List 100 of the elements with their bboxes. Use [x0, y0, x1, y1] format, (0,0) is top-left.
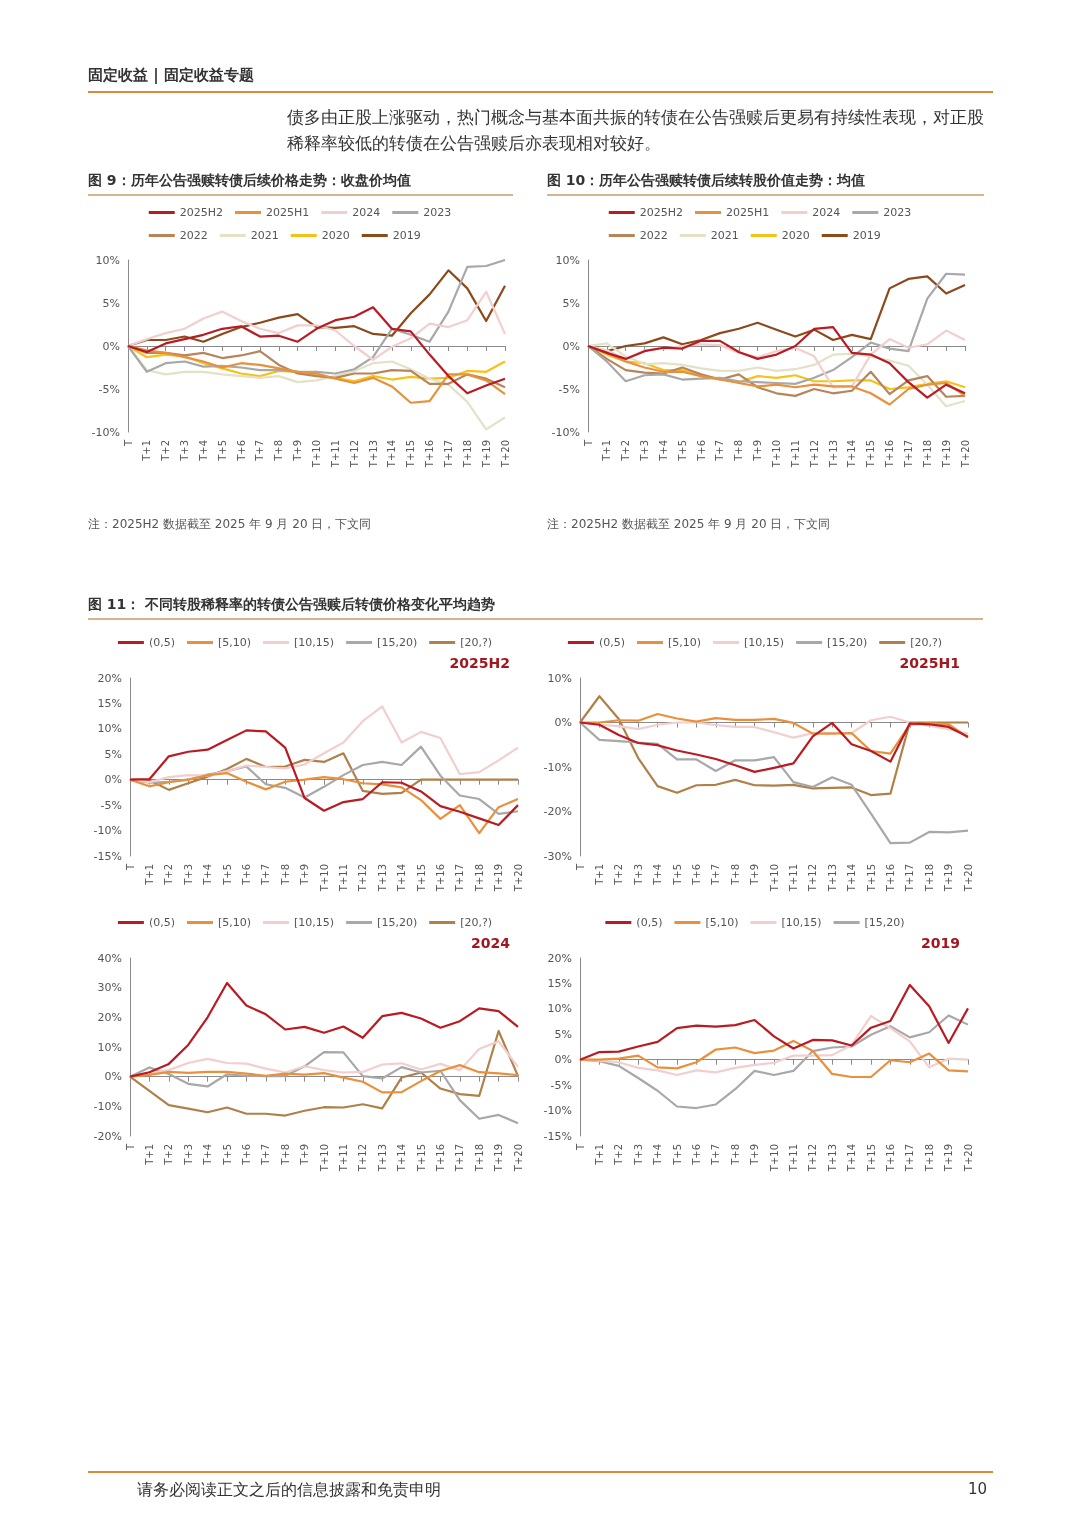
x-tick-label: T+1 — [593, 1144, 605, 1166]
x-tick-label: T+4 — [202, 864, 214, 886]
legend-label: 2025H1 — [726, 206, 770, 219]
x-tick-label: T+5 — [676, 440, 688, 462]
x-tick-label: T+9 — [749, 1144, 761, 1166]
x-tick-label: T+16 — [884, 440, 896, 469]
x-tick-label: T+19 — [940, 440, 952, 469]
x-tick-label: T+7 — [260, 1144, 272, 1166]
x-tick-label: T+10 — [768, 1144, 780, 1173]
y-tick-label: 15% — [547, 976, 572, 990]
line-series — [578, 721, 970, 773]
legend-label: 2020 — [321, 229, 350, 242]
line-series — [578, 721, 970, 845]
x-tick-label: T+14 — [846, 1144, 858, 1173]
x-tick-label: T+2 — [160, 440, 172, 462]
x-tick-label: T+11 — [337, 1144, 349, 1173]
x-tick-label: T+4 — [202, 1144, 214, 1166]
legend-label: [5,10) — [667, 636, 702, 649]
y-tick-label: -10% — [551, 425, 580, 439]
y-tick-label: 0% — [104, 773, 122, 787]
x-tick-label: T+14 — [846, 440, 858, 469]
line-series — [578, 1039, 970, 1079]
legend-label: (0,5) — [148, 636, 175, 649]
y-tick-label: -10% — [93, 824, 122, 838]
x-tick-label: T+8 — [729, 864, 741, 886]
line-series — [128, 1064, 520, 1094]
legend-label: [15,20) — [377, 916, 418, 929]
line-series — [126, 258, 507, 375]
x-tick-label: T+13 — [367, 440, 379, 469]
x-tick-label: T+16 — [434, 864, 446, 893]
x-tick-label: T+5 — [221, 1144, 233, 1166]
x-tick-label: T+14 — [396, 864, 408, 893]
line-series — [128, 1029, 520, 1117]
y-tick-label: -10% — [543, 1104, 572, 1118]
text: 注：2025H2 数据截至 2025 年 9 月 20 日，下文同 — [547, 516, 831, 533]
x-tick-label: T+6 — [240, 864, 252, 886]
text: 2025H2 — [449, 655, 511, 671]
x-tick-label: T+17 — [442, 440, 454, 469]
legend-label: 2021 — [250, 229, 279, 242]
x-tick-label: T+11 — [789, 440, 801, 469]
x-tick-label: T+4 — [197, 440, 209, 462]
x-tick-label: T+5 — [216, 440, 228, 462]
x-tick-label: T — [574, 863, 586, 872]
x-tick-label: T+6 — [695, 440, 707, 462]
x-tick-label: T+3 — [632, 1144, 644, 1166]
x-tick-label: T — [582, 439, 594, 448]
x-tick-label: T+18 — [921, 440, 933, 469]
x-tick-label: T+2 — [613, 1144, 625, 1166]
x-tick-label: T+11 — [329, 440, 341, 469]
line-series — [126, 306, 507, 395]
x-tick-label: T+3 — [639, 440, 651, 462]
line-series — [586, 272, 967, 385]
x-tick-label: T — [122, 439, 134, 448]
legend-label: 2025H2 — [639, 206, 684, 219]
x-tick-label: T+9 — [299, 1144, 311, 1166]
x-tick-label: T+4 — [652, 1144, 664, 1166]
line-series — [578, 695, 970, 797]
legend-label: [15,20) — [377, 636, 418, 649]
y-tick-label: 10% — [97, 722, 122, 736]
x-tick-label: T+8 — [729, 1144, 741, 1166]
x-tick-label: T+7 — [710, 1144, 722, 1166]
y-tick-label: 30% — [97, 981, 122, 995]
x-tick-label: T+19 — [493, 864, 505, 893]
x-tick-label: T+15 — [865, 1144, 877, 1173]
legend-label: [15,20) — [827, 636, 868, 649]
y-tick-label: 0% — [554, 1053, 572, 1067]
legend-label: [10,15) — [744, 636, 785, 649]
x-tick-label: T+2 — [163, 1144, 175, 1166]
x-tick-label: T+12 — [357, 1144, 369, 1173]
y-tick-label: -5% — [100, 798, 122, 812]
x-tick-label: T+17 — [904, 1144, 916, 1173]
x-tick-label: T+6 — [240, 1144, 252, 1166]
x-tick-label: T+12 — [348, 440, 360, 469]
x-tick-label: T+9 — [299, 864, 311, 886]
legend-label: 2019 — [392, 229, 421, 242]
x-tick-label: T+13 — [376, 1144, 388, 1173]
x-tick-label: T+7 — [254, 440, 266, 462]
x-tick-label: T+3 — [182, 864, 194, 886]
x-tick-label: T+13 — [376, 864, 388, 893]
text: 请务必阅读正文之后的信息披露和免责申明 — [137, 1480, 441, 1501]
y-tick-label: -30% — [543, 849, 572, 863]
x-tick-label: T+12 — [357, 864, 369, 893]
legend-label: [5,10) — [705, 916, 739, 929]
x-tick-label: T+20 — [962, 1144, 974, 1173]
x-tick-label: T+8 — [279, 1144, 291, 1166]
x-tick-label: T+9 — [292, 440, 304, 462]
y-tick-label: -5% — [550, 1078, 572, 1092]
x-tick-label: T+10 — [318, 864, 330, 893]
x-tick-label: T+18 — [473, 1144, 485, 1173]
x-tick-label: T+10 — [768, 864, 780, 893]
x-tick-label: T+5 — [671, 864, 683, 886]
y-tick-label: 0% — [104, 1070, 122, 1084]
legend-label: 2025H1 — [266, 206, 310, 219]
y-tick-label: -20% — [93, 1129, 122, 1143]
x-tick-label: T+20 — [959, 440, 971, 469]
y-tick-label: 10% — [547, 1002, 572, 1016]
x-tick-label: T+11 — [337, 864, 349, 893]
x-tick-label: T+4 — [657, 440, 669, 462]
x-tick-label: T+1 — [601, 440, 613, 462]
x-tick-label: T+8 — [279, 864, 291, 886]
